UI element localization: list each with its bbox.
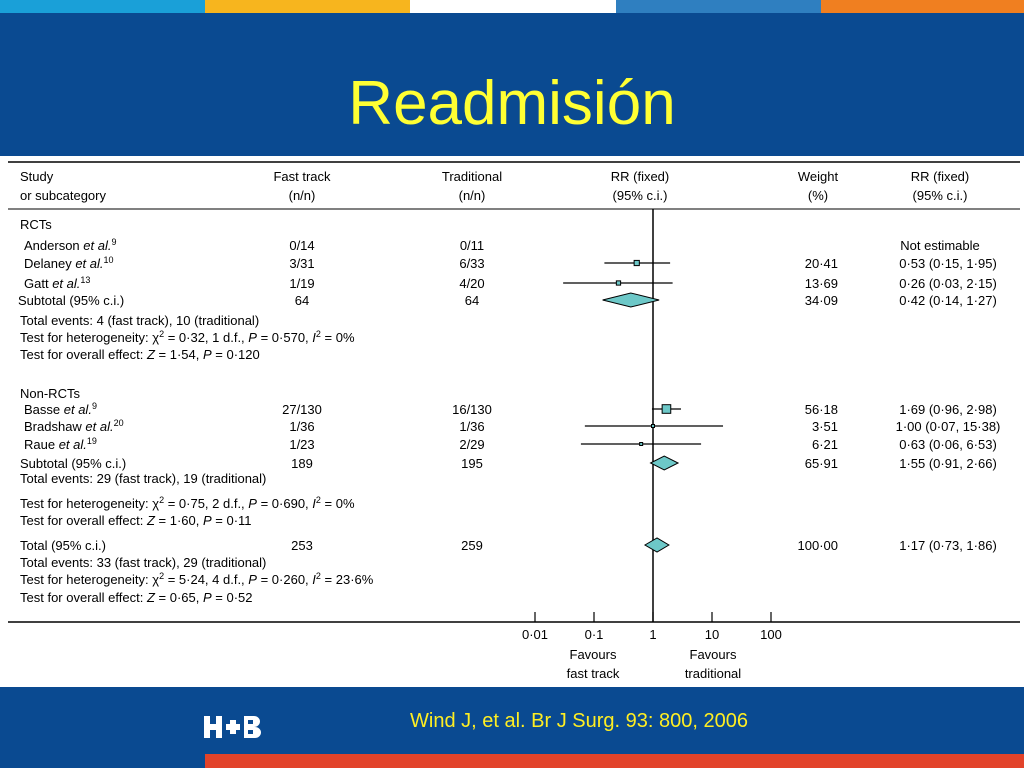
group-1-subtotal-diamond bbox=[649, 455, 680, 471]
header-rr_value-line1: RR (fixed) bbox=[911, 169, 970, 184]
strip-segment-5 bbox=[821, 0, 1024, 13]
group-1-study-1-label: Bradshaw et al.20 bbox=[24, 418, 124, 434]
group-0-study-2-fast: 1/19 bbox=[289, 276, 314, 291]
tick-label-2: 1 bbox=[649, 627, 656, 642]
group-0-study-1-marker bbox=[633, 259, 640, 267]
slide-header bbox=[0, 13, 1024, 156]
citation: Wind J, et al. Br J Surg. 93: 800, 2006 bbox=[410, 710, 748, 732]
group-0-study-0-label: Anderson et al.9 bbox=[24, 237, 116, 253]
favours-right-line2: traditional bbox=[685, 666, 741, 681]
group-0-study-0-rr: Not estimable bbox=[900, 238, 979, 253]
tick-label-3: 10 bbox=[705, 627, 719, 642]
header-weight-line1: Weight bbox=[798, 169, 839, 184]
total-weight: 100·00 bbox=[798, 538, 838, 553]
group-1-study-1-marker bbox=[651, 424, 655, 428]
group-1-note-1: Test for heterogeneity: χ2 = 0·75, 2 d.f… bbox=[20, 495, 355, 511]
group-1-study-1-trad: 1/36 bbox=[459, 419, 484, 434]
group-1-study-1-rr: 1·00 (0·07, 15·38) bbox=[896, 419, 1001, 434]
group-0-study-2-trad: 4/20 bbox=[459, 276, 484, 291]
strip-segment-4 bbox=[616, 0, 821, 13]
tick-label-4: 100 bbox=[760, 627, 782, 642]
total-trad: 259 bbox=[461, 538, 483, 553]
group-1-study-0-fast: 27/130 bbox=[282, 402, 322, 417]
group-0-subtotal-weight: 34·09 bbox=[805, 293, 838, 308]
group-0-study-1-trad: 6/33 bbox=[459, 256, 484, 271]
tick-label-0: 0·01 bbox=[522, 627, 548, 642]
strip-segment-2 bbox=[205, 0, 410, 13]
group-1-subtotal-rr: 1·55 (0·91, 2·66) bbox=[899, 456, 997, 471]
favours-left-line2: fast track bbox=[567, 666, 620, 681]
group-0-subtotal-rr: 0·42 (0·14, 1·27) bbox=[899, 293, 997, 308]
group-0-study-1-weight: 20·41 bbox=[805, 256, 838, 271]
group-1-study-2-marker bbox=[639, 442, 644, 446]
header-fast_track-line1: Fast track bbox=[273, 169, 331, 184]
group-1-study-0-weight: 56·18 bbox=[805, 402, 838, 417]
total-note-0: Total events: 33 (fast track), 29 (tradi… bbox=[20, 555, 266, 570]
group-1-study-2-rr: 0·63 (0·06, 6·53) bbox=[899, 437, 997, 452]
group-0-study-1-label: Delaney et al.10 bbox=[24, 255, 114, 271]
header-traditional-line1: Traditional bbox=[442, 169, 502, 184]
total-diamond bbox=[643, 537, 670, 553]
hb-logo bbox=[204, 716, 261, 738]
total-note-1: Test for heterogeneity: χ2 = 5·24, 4 d.f… bbox=[20, 571, 374, 587]
top-color-strip bbox=[0, 0, 1024, 13]
group-0-subtotal-diamond bbox=[602, 292, 660, 308]
favours-left-line1: Favours bbox=[570, 647, 617, 662]
header-rr_value-line2: (95% c.i.) bbox=[913, 188, 968, 203]
group-0-study-0-fast: 0/14 bbox=[289, 238, 314, 253]
group-0-note-0: Total events: 4 (fast track), 10 (tradit… bbox=[20, 313, 259, 328]
header-weight-line2: (%) bbox=[808, 188, 828, 203]
group-1-subtotal-label: Subtotal (95% c.i.) bbox=[20, 456, 126, 471]
slide-title: Readmisión bbox=[348, 69, 676, 138]
group-1-title: Non-RCTs bbox=[20, 386, 80, 401]
group-1-subtotal-weight: 65·91 bbox=[805, 456, 838, 471]
total-label: Total (95% c.i.) bbox=[20, 538, 106, 553]
group-0-note-2: Test for overall effect: Z = 1·54, P = 0… bbox=[20, 347, 260, 362]
group-1-subtotal-trad: 195 bbox=[461, 456, 483, 471]
header-study-line2: or subcategory bbox=[20, 188, 106, 203]
group-1-study-0-label: Basse et al.9 bbox=[24, 401, 97, 417]
group-0-study-2-label: Gatt et al.13 bbox=[24, 275, 90, 291]
group-0-study-2-rr: 0·26 (0·03, 2·15) bbox=[899, 276, 997, 291]
group-1-study-2-weight: 6·21 bbox=[812, 437, 838, 452]
group-1-study-0-marker bbox=[661, 404, 672, 414]
group-1-study-1-weight: 3·51 bbox=[812, 419, 838, 434]
group-1-note-0: Total events: 29 (fast track), 19 (tradi… bbox=[20, 471, 266, 486]
group-0-study-0-trad: 0/11 bbox=[460, 238, 484, 253]
header-rr_plot-line2: (95% c.i.) bbox=[613, 188, 668, 203]
group-1-study-1-fast: 1/36 bbox=[289, 419, 314, 434]
header-rr_plot-line1: RR (fixed) bbox=[611, 169, 670, 184]
strip-segment-1 bbox=[0, 0, 205, 13]
total-note-2: Test for overall effect: Z = 0·65, P = 0… bbox=[20, 590, 253, 605]
total-fast: 253 bbox=[291, 538, 313, 553]
group-0-subtotal-trad: 64 bbox=[465, 293, 479, 308]
group-0-study-1-fast: 3/31 bbox=[289, 256, 314, 271]
total-rr: 1·17 (0·73, 1·86) bbox=[899, 538, 997, 553]
strip-segment-3 bbox=[410, 0, 616, 13]
group-0-study-1-rr: 0·53 (0·15, 1·95) bbox=[899, 256, 997, 271]
header-traditional-line2: (n/n) bbox=[459, 188, 486, 203]
group-1-study-0-rr: 1·69 (0·96, 2·98) bbox=[899, 402, 997, 417]
group-0-subtotal-fast: 64 bbox=[295, 293, 309, 308]
tick-label-1: 0·1 bbox=[585, 627, 604, 642]
group-1-subtotal-fast: 189 bbox=[291, 456, 313, 471]
header-fast_track-line2: (n/n) bbox=[289, 188, 316, 203]
bottom-color-strip bbox=[205, 754, 1024, 768]
header-study-line1: Study bbox=[20, 169, 54, 184]
group-1-study-0-trad: 16/130 bbox=[452, 402, 492, 417]
group-0-study-2-weight: 13·69 bbox=[805, 276, 838, 291]
group-0-title: RCTs bbox=[20, 217, 52, 232]
group-1-study-2-trad: 2/29 bbox=[459, 437, 484, 452]
group-1-study-2-label: Raue et al.19 bbox=[24, 436, 97, 452]
favours-right-line1: Favours bbox=[690, 647, 737, 662]
group-0-note-1: Test for heterogeneity: χ2 = 0·32, 1 d.f… bbox=[20, 329, 355, 345]
group-0-study-2-marker bbox=[615, 280, 622, 286]
group-0-subtotal-label: Subtotal (95% c.i.) bbox=[18, 293, 124, 308]
group-1-study-2-fast: 1/23 bbox=[289, 437, 314, 452]
group-1-note-2: Test for overall effect: Z = 1·60, P = 0… bbox=[20, 513, 252, 528]
